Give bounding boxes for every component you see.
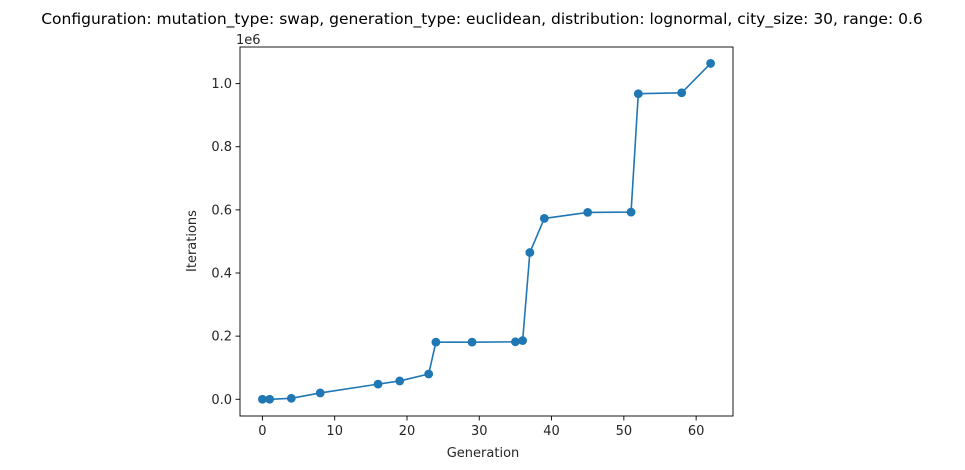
data-point (626, 207, 636, 217)
data-point (265, 394, 275, 404)
data-point (286, 393, 296, 403)
data-point (518, 336, 528, 345)
x-tick-label: 0 (258, 424, 266, 439)
series-line (262, 62, 712, 401)
data-point (431, 337, 441, 347)
plot-area: 0 10 20 30 40 50 60 0.0 0.2 0.4 0.6 0.8 1.0 (211, 46, 734, 439)
x-axis-label: Generation (447, 446, 520, 461)
x-tick-label: 10 (326, 424, 343, 439)
data-point (424, 369, 434, 379)
data-point (633, 89, 643, 99)
data-point (511, 337, 520, 347)
x-tick-label: 30 (471, 424, 488, 439)
y-tick-label: 0.2 (211, 330, 232, 345)
y-tick-label: 0.6 (211, 203, 232, 218)
y-axis-offset-label: 1e6 (236, 33, 261, 48)
data-point (539, 214, 549, 223)
plot-frame (239, 46, 734, 417)
data-point (258, 394, 267, 404)
data-point (315, 388, 325, 398)
y-axis-label: Iterations (185, 210, 200, 272)
data-point (467, 337, 477, 347)
data-point (525, 248, 535, 257)
data-point (706, 59, 715, 68)
x-tick-label: 20 (399, 424, 416, 439)
x-tick-label: 40 (543, 424, 560, 439)
data-point (395, 376, 405, 386)
x-tick-label: 60 (688, 424, 705, 439)
data-point (583, 208, 593, 217)
y-tick-label: 0.8 (211, 140, 232, 155)
x-tick-label: 50 (616, 424, 633, 439)
y-tick-label: 0.4 (211, 267, 232, 282)
y-tick-label: 0.0 (211, 393, 232, 408)
data-point (373, 379, 383, 389)
data-point (677, 88, 687, 98)
chart-title: Configuration: mutation_type: swap, gene… (41, 10, 923, 29)
y-tick-label: 1.0 (211, 77, 232, 92)
